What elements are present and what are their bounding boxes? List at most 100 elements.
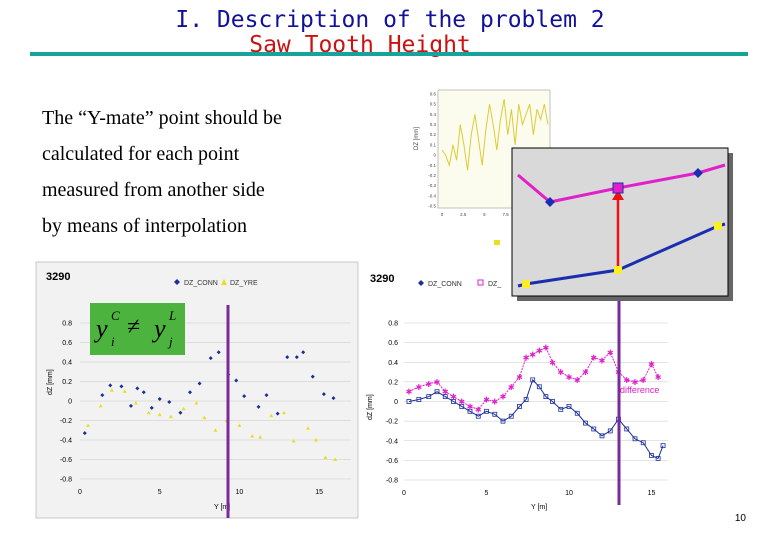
data-point-conn (484, 408, 489, 414)
y-tick-label: -0.2 (386, 419, 398, 426)
data-point-conn (294, 355, 299, 360)
data-point-conn (640, 440, 646, 446)
data-point-conn (108, 383, 113, 388)
y-tick-label: -0.2 (60, 418, 72, 425)
formula-lhs: y (96, 314, 108, 343)
difference-label: difference (620, 385, 659, 395)
right-chart-yticks: 0.8 0.6 0.4 0.2 0 -0.2 -0.4 -0.6 -0.8 (386, 321, 668, 485)
schematic-point-5 (714, 222, 722, 230)
right-series-magenta-line (408, 346, 659, 410)
left-chart-ylabel: dZ [mm] (47, 369, 54, 395)
data-point-conn (607, 428, 613, 434)
data-point-conn (434, 389, 440, 395)
data-point-star: ✱ (467, 402, 474, 411)
left-chart-legend: DZ_CONN DZ_YRE (174, 279, 258, 287)
x-tick-label: 2.5 (460, 212, 467, 217)
data-point-star: ✱ (543, 344, 550, 353)
small-chart-series (441, 99, 549, 171)
data-point-star: ✱ (574, 376, 581, 385)
x-tick-label: 5 (485, 490, 489, 497)
schematic-point-3 (522, 280, 530, 288)
data-point-yre (305, 426, 310, 430)
data-point-conn (149, 405, 154, 410)
data-point-star: ✱ (523, 353, 530, 362)
y-tick-label: 0.6 (388, 340, 398, 347)
data-point-yre (313, 438, 318, 442)
data-point-conn (649, 453, 654, 458)
schematic-point-2 (693, 168, 703, 178)
data-point-conn (543, 394, 549, 399)
data-point-conn (275, 411, 280, 416)
right-chart-xlabel: Y [m] (531, 504, 547, 511)
data-point-conn (500, 418, 506, 424)
y-tick-label: -0.1 (428, 163, 436, 168)
data-point-conn (416, 397, 422, 402)
body-line: calculated for each point (42, 143, 240, 165)
body-text: The “Y-mate” point should be calculated … (42, 100, 372, 244)
right-legend-conn: DZ_CONN (428, 281, 462, 288)
y-tick-label: -0.8 (60, 477, 72, 484)
data-point-yre (85, 423, 90, 427)
y-tick-label: 0 (433, 153, 436, 158)
data-point-star: ✱ (500, 393, 507, 402)
schematic-point-1 (545, 197, 555, 207)
data-point-yre (133, 400, 138, 405)
data-point-star: ✱ (599, 356, 606, 365)
data-point-yre (269, 413, 274, 418)
data-point-conn (406, 399, 412, 404)
data-point-star: ✱ (406, 388, 413, 397)
right-chart-xticks: 0 5 10 15 (402, 490, 655, 497)
data-point-star: ✱ (508, 383, 515, 392)
left-chart-xlabel: Y [m] (214, 504, 230, 511)
y-tick-label: 0.3 (430, 122, 437, 127)
formula-lhs-sup: C (111, 308, 120, 323)
x-tick-label: 10 (565, 490, 573, 497)
data-point-conn (178, 410, 183, 415)
body-line: by means of interpolation (42, 215, 247, 237)
data-point-star: ✱ (566, 373, 573, 382)
page-number: 10 (734, 513, 746, 524)
data-point-yre (202, 415, 207, 420)
data-point-yre (250, 434, 255, 438)
formula-rhs: y (154, 314, 166, 343)
data-point-conn (530, 377, 536, 383)
y-tick-label: -0.6 (60, 457, 72, 464)
y-tick-label: -0.3 (428, 183, 436, 188)
data-point-yre (109, 388, 114, 392)
data-point-star: ✱ (434, 378, 441, 387)
data-point-conn (591, 426, 597, 432)
x-tick-label: 0 (78, 489, 82, 496)
right-legend-marker-conn (418, 280, 424, 286)
data-point-star: ✱ (425, 380, 432, 389)
right-chart-points: ✱✱✱✱✱✱✱✱✱✱✱✱✱✱✱✱✱✱✱✱✱✱✱✱✱✱✱✱✱✱✱✱ (406, 344, 666, 461)
data-point-conn (508, 413, 514, 419)
data-point-conn (558, 406, 564, 412)
data-point-conn (492, 411, 498, 417)
formula-box (90, 303, 185, 355)
data-point-star: ✱ (623, 376, 630, 385)
data-point-star: ✱ (516, 373, 523, 382)
data-point-conn (242, 394, 247, 399)
data-point-conn (141, 390, 146, 395)
data-point-yre (146, 410, 151, 415)
data-point-yre (291, 438, 296, 443)
legend-marker-conn (174, 279, 180, 285)
right-legend-2: DZ_ (488, 281, 501, 288)
data-point-yre (323, 455, 328, 460)
data-point-star: ✱ (442, 388, 449, 397)
data-point-conn (442, 394, 448, 399)
x-tick-label: 5 (483, 212, 486, 217)
data-point-star: ✱ (536, 346, 543, 355)
y-tick-label: 0.1 (430, 142, 437, 147)
data-point-star: ✱ (475, 405, 482, 414)
x-tick-label: 5 (158, 489, 162, 496)
x-tick-label: 0 (402, 490, 406, 497)
y-tick-label: -0.5 (428, 204, 436, 209)
y-tick-label: 0.4 (430, 112, 437, 117)
y-tick-label: -0.4 (386, 438, 398, 445)
data-point-conn (599, 433, 605, 439)
right-legend-marker-2 (477, 279, 484, 286)
y-tick-label: 0.8 (388, 321, 398, 328)
data-point-yre (181, 406, 186, 411)
left-chart-panel (35, 261, 359, 519)
